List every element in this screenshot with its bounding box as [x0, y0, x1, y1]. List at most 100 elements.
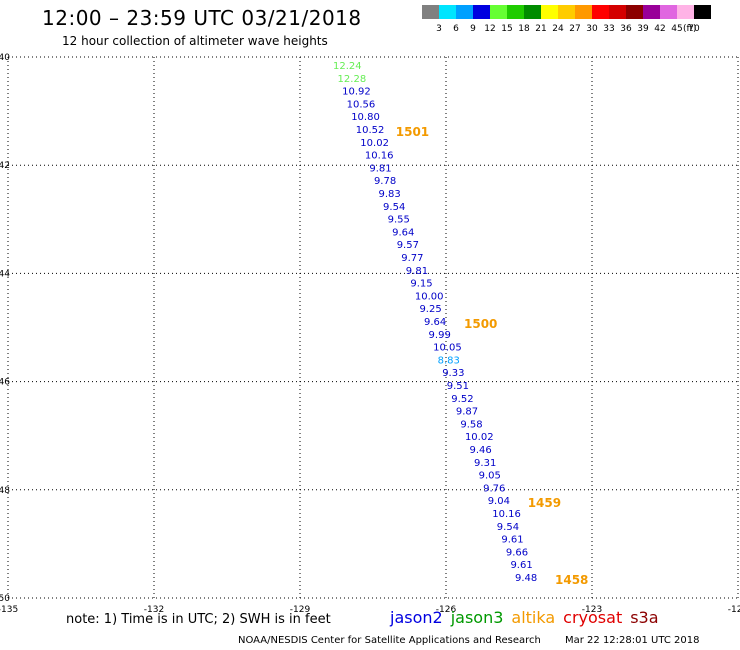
legend-unit: (ft) — [683, 24, 697, 34]
page-subtitle: 12 hour collection of altimeter wave hei… — [62, 34, 328, 48]
wave-height-value: 9.99 — [429, 330, 451, 341]
legend-swatch — [694, 5, 711, 19]
wave-height-value: 10.80 — [351, 112, 380, 123]
satellite-name: cryosat — [563, 608, 623, 627]
wave-height-value: 9.51 — [447, 381, 469, 392]
wave-height-value: 9.64 — [424, 317, 446, 328]
wave-height-value: 10.02 — [465, 432, 494, 443]
longitude-label: -132 — [144, 605, 164, 615]
wave-height-value: 10.05 — [433, 343, 462, 354]
latitude-label: -50 — [0, 594, 10, 604]
legend-label: 39 — [637, 24, 649, 34]
page-title: 12:00 – 23:59 UTC 03/21/2018 — [42, 6, 362, 30]
legend-swatch — [439, 5, 456, 19]
legend-swatch — [609, 5, 626, 19]
pass-time-label: 1501 — [396, 125, 429, 139]
legend-swatch — [507, 5, 524, 19]
wave-height-value: 9.05 — [479, 471, 501, 482]
wave-height-value: 9.57 — [397, 240, 419, 251]
wave-height-value: 9.64 — [392, 227, 414, 238]
legend-label: 9 — [470, 24, 476, 34]
pass-time-label: 1459 — [528, 496, 561, 510]
latitude-label: -42 — [0, 161, 10, 171]
legend-swatch — [575, 5, 592, 19]
wave-height-value: 10.56 — [347, 99, 376, 110]
footer-note: note: 1) Time is in UTC; 2) SWH is in fe… — [66, 612, 331, 627]
legend-label: 24 — [552, 24, 564, 34]
pass-time-labels: 1501 1500 1459 1458 — [396, 125, 589, 587]
longitude-label: -123 — [582, 605, 602, 615]
legend-swatch — [558, 5, 575, 19]
wave-height-value: 9.25 — [419, 304, 441, 315]
wave-height-value: 9.81 — [369, 163, 391, 174]
map-grid — [7, 56, 739, 599]
legend-label: 3 — [436, 24, 442, 34]
satellite-name: jason2 — [390, 608, 443, 627]
wave-height-value: 9.66 — [506, 547, 528, 558]
wave-height-value: 10.52 — [356, 125, 385, 136]
latitude-labels: -40 -42 -44 -46 -48 -50 — [0, 53, 10, 604]
legend-label: 30 — [586, 24, 598, 34]
latitude-label: -48 — [0, 486, 10, 496]
wave-height-value: 9.78 — [374, 176, 396, 187]
satellite-key: jason2 jason3 altika cryosat s3a — [390, 608, 667, 627]
latitude-label: -40 — [0, 53, 10, 63]
satellite-name: altika — [511, 608, 556, 627]
wave-height-value: 9.15 — [410, 279, 432, 290]
legend-swatch — [626, 5, 643, 19]
latitude-label: -46 — [0, 378, 10, 388]
satellite-name: jason3 — [450, 608, 504, 627]
wave-height-value: 9.77 — [401, 253, 423, 264]
pass-time-label: 1500 — [464, 317, 497, 331]
wave-height-value: 9.31 — [474, 458, 496, 469]
legend-label: 45 — [671, 24, 683, 34]
legend-label: 6 — [453, 24, 459, 34]
wave-height-value: 12.24 — [333, 61, 362, 72]
legend-swatch — [524, 5, 541, 19]
wave-height-value: 9.04 — [488, 496, 510, 507]
longitude-label: -126 — [436, 605, 457, 615]
wave-height-value: 9.33 — [442, 368, 464, 379]
wave-height-value: 9.61 — [501, 535, 523, 546]
wave-height-value: 12.28 — [338, 74, 367, 85]
legend-label: 36 — [620, 24, 632, 34]
footer-credit: NOAA/NESDIS Center for Satellite Applica… — [238, 635, 541, 646]
legend-label: 12 — [484, 24, 496, 34]
legend-swatch — [660, 5, 677, 19]
wave-height-value: 9.83 — [379, 189, 401, 200]
latitude-label: -44 — [0, 269, 10, 279]
wave-height-value: 9.46 — [470, 445, 492, 456]
legend-swatch — [473, 5, 490, 19]
legend-label: 18 — [518, 24, 530, 34]
wave-height-value: 9.48 — [515, 573, 537, 584]
legend-swatch — [541, 5, 558, 19]
legend-swatch — [422, 5, 439, 19]
wave-height-value: 9.87 — [456, 407, 478, 418]
legend-label: 15 — [501, 24, 513, 34]
legend-swatch — [677, 5, 694, 19]
legend-swatch — [592, 5, 609, 19]
wave-height-value: 9.76 — [483, 483, 505, 494]
longitude-label: -120 — [728, 605, 740, 615]
legend-label: 21 — [535, 24, 547, 34]
longitude-label: -129 — [290, 605, 311, 615]
generated-timestamp: Mar 22 12:28:01 UTC 2018 — [565, 635, 700, 646]
wave-height-value: 8.83 — [438, 355, 460, 366]
legend-label: 27 — [569, 24, 581, 34]
longitude-labels: -135 -132 -129 -126 -123 -120 — [0, 605, 740, 615]
legend-swatch — [643, 5, 660, 19]
longitude-label: -135 — [0, 605, 18, 615]
legend-swatch — [456, 5, 473, 19]
legend-label: 70 — [688, 24, 700, 34]
satellite-name: s3a — [630, 608, 659, 627]
wave-height-value: 9.81 — [406, 266, 428, 277]
wave-height-value: 9.55 — [388, 215, 410, 226]
legend-swatch — [490, 5, 507, 19]
wave-height-value: 10.16 — [365, 151, 394, 162]
wave-height-value: 9.54 — [497, 522, 519, 533]
wave-height-value: 10.02 — [360, 138, 389, 149]
legend-label: 42 — [654, 24, 666, 34]
pass-time-label: 1458 — [555, 573, 588, 587]
